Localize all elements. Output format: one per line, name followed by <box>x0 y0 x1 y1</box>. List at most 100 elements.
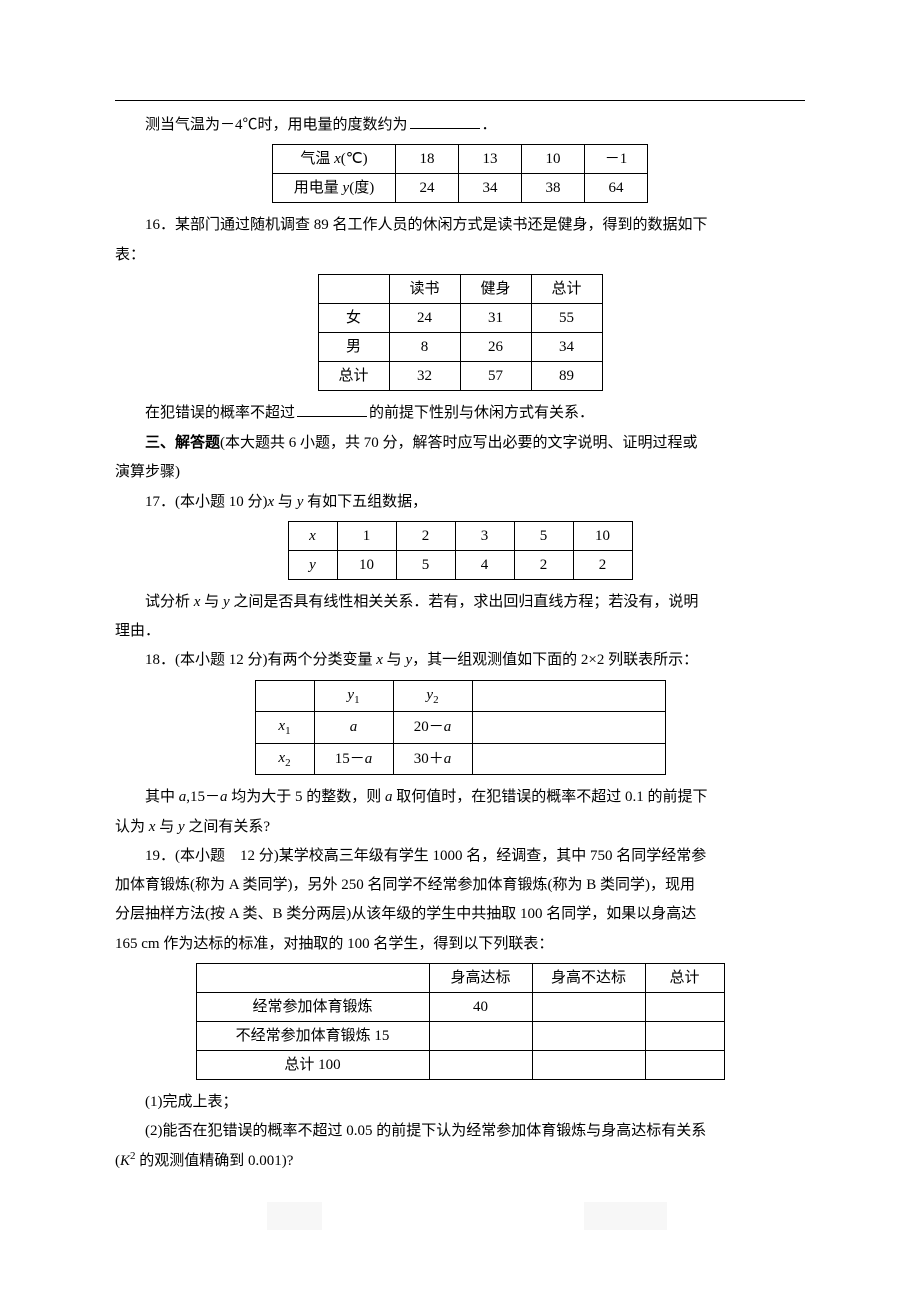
cell: 57 <box>460 361 531 390</box>
cell: 24 <box>396 174 459 203</box>
cell: 24 <box>389 303 460 332</box>
table-row: x2 15－a 30＋a <box>255 743 665 775</box>
temperature-table: 气温 x(℃) 18 13 10 －1 用电量 y(度) 24 34 38 64 <box>272 144 648 203</box>
blank-fill <box>410 113 480 129</box>
contingency-table: y1 y2 x1 a 20－a x2 15－a 30＋a <box>255 680 666 776</box>
cell <box>318 274 389 303</box>
table-row: 男 8 26 34 <box>318 332 602 361</box>
cell <box>645 992 724 1021</box>
cell: 8 <box>389 332 460 361</box>
cell: 2 <box>573 550 632 579</box>
table-row: 女 24 31 55 <box>318 303 602 332</box>
table-row: 总计 100 <box>196 1050 724 1079</box>
cell-empty <box>472 712 665 744</box>
cell: 身高不达标 <box>532 963 645 992</box>
cell: 26 <box>460 332 531 361</box>
section3-rest2: 演算步骤) <box>115 458 805 487</box>
q19-l3: 分层抽样方法(按 A 类、B 类分两层)从该年级的学生中共抽取 100 名同学，… <box>115 900 805 929</box>
cell: 10 <box>337 550 396 579</box>
cell: 10 <box>573 521 632 550</box>
table-row: y1 y2 <box>255 680 665 712</box>
table-row: x 1 2 3 5 10 <box>288 521 632 550</box>
cell: 经常参加体育锻炼 <box>196 992 429 1021</box>
cell: 89 <box>531 361 602 390</box>
cell: 总计 <box>318 361 389 390</box>
cell: 30＋a <box>393 743 472 775</box>
reading-fitness-table: 读书 健身 总计 女 24 31 55 男 8 26 34 总计 32 57 8… <box>318 274 603 391</box>
q19-l2: 加体育锻炼(称为 A 类同学)，另外 250 名同学不经常参加体育锻炼(称为 B… <box>115 871 805 900</box>
cell: y1 <box>314 680 393 712</box>
cell: 38 <box>522 174 585 203</box>
q16-lead: 16．某部门通过随机调查 89 名工作人员的休闲方式是读书还是健身，得到的数据如… <box>115 211 805 240</box>
q19-sub1: (1)完成上表； <box>115 1088 805 1117</box>
cell: 13 <box>459 145 522 174</box>
intro-text: 测当气温为－4℃时，用电量的度数约为 <box>145 117 408 133</box>
cell: 31 <box>460 303 531 332</box>
cell: 用电量 y(度) <box>273 174 396 203</box>
q16-tail-b: 的前提下性别与休闲方式有关系． <box>369 405 594 421</box>
cell-empty <box>472 680 665 712</box>
table-row: 读书 健身 总计 <box>318 274 602 303</box>
cell: 不经常参加体育锻炼 15 <box>196 1021 429 1050</box>
cell: 34 <box>531 332 602 361</box>
xy-table: x 1 2 3 5 10 y 10 5 4 2 2 <box>288 521 633 580</box>
cell <box>429 1050 532 1079</box>
cell <box>255 680 314 712</box>
intro-period: ． <box>482 117 497 133</box>
q16-tail: 在犯错误的概率不超过的前提下性别与休闲方式有关系． <box>115 399 805 428</box>
cell: 女 <box>318 303 389 332</box>
table-row: x1 a 20－a <box>255 712 665 744</box>
cell: 3 <box>455 521 514 550</box>
footer-watermark <box>115 1202 805 1230</box>
table-row: 经常参加体育锻炼 40 <box>196 992 724 1021</box>
cell-empty <box>472 743 665 775</box>
cell: 5 <box>396 550 455 579</box>
cell: 总计 <box>531 274 602 303</box>
cell: x <box>288 521 337 550</box>
table-row: y 10 5 4 2 2 <box>288 550 632 579</box>
cell: 18 <box>396 145 459 174</box>
cell <box>645 1050 724 1079</box>
cell <box>532 992 645 1021</box>
table-row: 总计 32 57 89 <box>318 361 602 390</box>
q18-tail1: 其中 a,15－a 均为大于 5 的整数，则 a 取何值时，在犯错误的概率不超过… <box>115 783 805 812</box>
cell: 4 <box>455 550 514 579</box>
cell: x2 <box>255 743 314 775</box>
q18-tail2: 认为 x 与 y 之间有关系? <box>115 813 805 842</box>
q19-sub2b-rest: 的观测值精确到 0.001)? <box>136 1153 294 1169</box>
cell: 2 <box>396 521 455 550</box>
cell: 15－a <box>314 743 393 775</box>
cell: x1 <box>255 712 314 744</box>
cell: 健身 <box>460 274 531 303</box>
cell: y <box>288 550 337 579</box>
q17-tail1: 试分析 x 与 y 之间是否具有线性相关关系．若有，求出回归直线方程；若没有，说… <box>115 588 805 617</box>
q19-sub2b: (K2 的观测值精确到 0.001)? <box>115 1146 805 1176</box>
cell <box>645 1021 724 1050</box>
top-rule <box>115 100 805 101</box>
cell <box>429 1021 532 1050</box>
cell: －1 <box>585 145 648 174</box>
q17-tail2: 理由． <box>115 617 805 646</box>
cell: 20－a <box>393 712 472 744</box>
cell <box>532 1050 645 1079</box>
cell <box>532 1021 645 1050</box>
cell: 读书 <box>389 274 460 303</box>
cell: 2 <box>514 550 573 579</box>
cell: 总计 <box>645 963 724 992</box>
section3-bold: 三、解答题 <box>145 434 220 451</box>
cell: 34 <box>459 174 522 203</box>
cell: 身高达标 <box>429 963 532 992</box>
cell: 55 <box>531 303 602 332</box>
cell: 1 <box>337 521 396 550</box>
q16-cont: 表： <box>115 241 805 270</box>
section3-title: 三、解答题(本大题共 6 小题，共 70 分，解答时应写出必要的文字说明、证明过… <box>115 428 805 458</box>
cell: 32 <box>389 361 460 390</box>
q18-lead: 18．(本小题 12 分)有两个分类变量 x 与 y，其一组观测值如下面的 2×… <box>115 646 805 675</box>
q19-sub2a: (2)能否在犯错误的概率不超过 0.05 的前提下认为经常参加体育锻炼与身高达标… <box>115 1117 805 1146</box>
table-row: 用电量 y(度) 24 34 38 64 <box>273 174 648 203</box>
cell: 10 <box>522 145 585 174</box>
cell: 气温 x(℃) <box>273 145 396 174</box>
q19-l1: 19．(本小题 12 分)某学校高三年级有学生 1000 名，经调查，其中 75… <box>115 842 805 871</box>
q19-l4: 165 cm 作为达标的标准，对抽取的 100 名学生，得到以下列联表： <box>115 930 805 959</box>
table-row: 身高达标 身高不达标 总计 <box>196 963 724 992</box>
